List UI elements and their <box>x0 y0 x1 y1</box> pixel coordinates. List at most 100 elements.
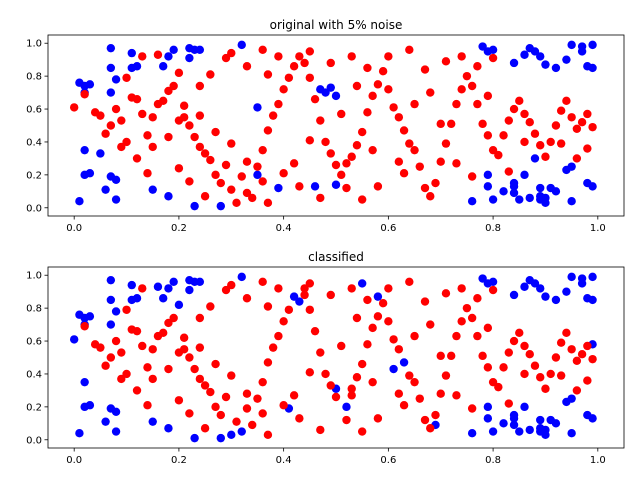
scatter-point <box>122 137 131 147</box>
scatter-point <box>509 104 519 114</box>
scatter-point <box>588 63 597 73</box>
scatter-point <box>111 75 121 84</box>
scatter-point <box>483 182 493 191</box>
scatter-point <box>85 312 95 321</box>
scatter-point <box>221 285 231 295</box>
scatter-point <box>556 106 566 115</box>
scatter-point <box>363 63 372 73</box>
x-tick-label: 0.0 <box>66 223 82 234</box>
scatter-point <box>447 351 456 361</box>
y-tick-label: 0.0 <box>26 203 42 214</box>
x-tick-label: 0.4 <box>276 455 292 466</box>
scatter-point <box>441 139 451 148</box>
scatter-point <box>200 149 210 158</box>
scatter-point <box>164 192 173 201</box>
scatter-point <box>572 386 582 395</box>
scatter-point <box>483 363 493 372</box>
scatter-point <box>106 63 116 73</box>
scatter-point <box>431 178 440 188</box>
scatter-point <box>337 170 346 180</box>
scatter-point <box>331 91 341 101</box>
scatter-point <box>541 292 550 301</box>
scatter-point <box>148 142 157 152</box>
scatter-point <box>436 389 445 398</box>
x-tick-label: 1.0 <box>590 455 606 466</box>
scatter-point <box>399 401 409 410</box>
scatter-point <box>253 170 262 180</box>
scatter-point <box>546 369 555 379</box>
scatter-point <box>164 86 173 96</box>
scatter-point <box>106 353 116 362</box>
scatter-point <box>488 427 498 436</box>
scatter-point <box>363 295 372 305</box>
scatter-point <box>96 149 105 158</box>
scatter-point <box>441 289 451 298</box>
scatter-point <box>300 290 309 300</box>
scatter-point <box>195 45 205 55</box>
scatter-point <box>347 52 356 61</box>
scatter-point <box>258 45 267 55</box>
scatter-point <box>541 152 550 161</box>
scatter-point <box>169 81 178 91</box>
scatter-point <box>415 162 424 171</box>
scatter-point <box>488 285 498 295</box>
scatter-point <box>551 121 561 130</box>
scatter-point <box>431 410 440 420</box>
scatter-point <box>216 178 225 188</box>
scatter-point <box>106 88 116 97</box>
scatter-point <box>200 381 210 390</box>
scatter-point <box>452 99 461 109</box>
scatter-point <box>227 185 236 194</box>
scatter-point <box>368 377 377 387</box>
scatter-point <box>111 175 121 184</box>
scatter-point <box>525 118 534 127</box>
scatter-point <box>263 358 273 367</box>
scatter-point <box>211 170 220 180</box>
scatter-point <box>541 60 550 69</box>
scatter-point <box>357 127 367 137</box>
scatter-point <box>206 70 215 79</box>
x-tick-label: 0.4 <box>276 223 292 234</box>
scatter-point <box>373 182 383 191</box>
scatter-point <box>562 328 571 338</box>
scatter-point <box>583 341 592 351</box>
scatter-point <box>509 178 519 188</box>
scatter-point <box>342 415 351 425</box>
scatter-point <box>536 415 545 425</box>
scatter-point <box>274 52 283 61</box>
scatter-point <box>567 394 576 403</box>
scatter-point <box>122 305 131 314</box>
scatter-point <box>305 305 315 314</box>
scatter-point <box>326 83 335 92</box>
scatter-point <box>227 280 236 290</box>
scatter-point <box>316 85 325 94</box>
scatter-point <box>478 42 487 51</box>
scatter-point <box>394 113 404 122</box>
scatter-point <box>132 326 142 336</box>
scatter-point <box>174 396 184 405</box>
scatter-point <box>106 121 116 130</box>
scatter-point <box>588 40 597 50</box>
scatter-point <box>258 377 267 387</box>
scatter-point <box>567 162 576 171</box>
scatter-point <box>216 433 225 443</box>
scatter-point <box>279 85 288 94</box>
scatter-point <box>96 343 105 352</box>
scatter-point <box>295 52 304 61</box>
scatter-point <box>562 287 571 296</box>
chart-title: classified <box>308 250 364 264</box>
scatter-point <box>242 404 252 413</box>
scatter-point <box>546 415 555 425</box>
scatter-point <box>227 139 236 148</box>
scatter-point <box>389 364 398 374</box>
scatter-point <box>541 384 550 393</box>
scatter-point <box>567 113 576 122</box>
scatter-point <box>106 295 116 305</box>
scatter-point <box>483 131 493 140</box>
y-tick-label: 0.4 <box>26 369 42 380</box>
scatter-point <box>572 154 582 163</box>
scatter-point <box>211 127 220 137</box>
scatter-point <box>588 122 597 132</box>
scatter-point <box>148 417 157 426</box>
